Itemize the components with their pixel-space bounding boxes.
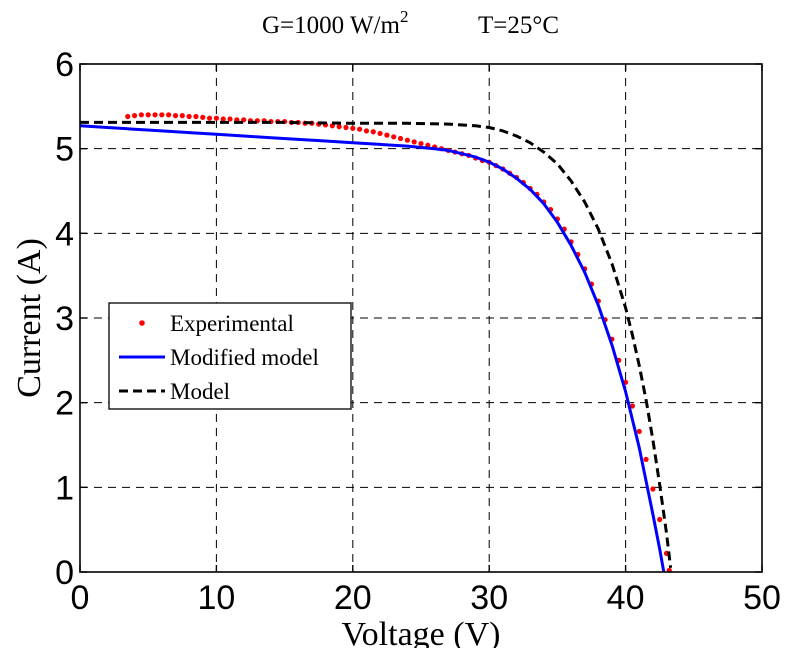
experimental-point-7 [172, 113, 179, 119]
chart-title: G=1000 W/m2 T=25°C [262, 7, 559, 39]
experimental-point-15 [227, 116, 233, 122]
experimental-point-13 [213, 115, 219, 121]
experimental-point-4 [152, 112, 158, 118]
experimental-point-76 [643, 456, 649, 462]
y-axis-label: Current (A) [11, 238, 48, 398]
experimental-point-78 [657, 516, 663, 523]
experimental-point-12 [206, 115, 213, 121]
series-model [80, 120, 673, 568]
x-tick-label-4: 40 [607, 579, 645, 617]
experimental-point-37 [377, 130, 383, 137]
experimental-point-33 [350, 125, 356, 131]
experimental-point-3 [145, 112, 151, 118]
y-tick-label-0: 0 [55, 554, 74, 592]
x-tick-label-2: 20 [334, 579, 372, 617]
experimental-point-77 [650, 486, 656, 492]
x-tick-label-5: 50 [743, 579, 781, 617]
experimental-point-39 [391, 134, 397, 140]
y-tick-label-4: 4 [55, 215, 74, 253]
experimental-point-8 [179, 113, 185, 119]
x-axis-label: Voltage (V) [342, 616, 501, 648]
series-line-1 [79, 124, 666, 573]
title-irradiance: G=1000 W/m [262, 12, 400, 39]
series-line-2 [80, 120, 673, 568]
x-tick-label-3: 30 [470, 579, 508, 617]
data-series [79, 112, 673, 573]
y-tick-label-2: 2 [55, 385, 74, 423]
legend: Experimental Modified model Model [108, 302, 352, 410]
experimental-point-42 [411, 139, 417, 145]
svg-text:G=1000 W/m2: G=1000 W/m2 [262, 7, 408, 39]
experimental-point-2 [138, 112, 144, 118]
y-tick-label-3: 3 [55, 300, 74, 338]
legend-label-0: Experimental [170, 311, 294, 336]
experimental-point-6 [166, 112, 172, 118]
title-temperature: T=25°C [478, 12, 559, 39]
y-tick-label-1: 1 [55, 469, 74, 507]
experimental-point-10 [193, 113, 199, 120]
legend-label-2: Model [170, 379, 230, 404]
experimental-point-43 [418, 140, 424, 147]
experimental-point-5 [159, 112, 165, 118]
experimental-point-40 [397, 135, 404, 142]
experimental-point-31 [336, 124, 342, 130]
legend-marker-0 [139, 320, 145, 326]
experimental-point-0 [125, 113, 131, 120]
experimental-point-34 [357, 126, 363, 132]
series-modified-model [79, 124, 666, 573]
experimental-point-38 [384, 132, 390, 138]
experimental-point-9 [186, 113, 192, 120]
title-superscript: 2 [400, 7, 409, 26]
experimental-point-35 [363, 128, 370, 134]
experimental-point-74 [629, 403, 636, 409]
experimental-point-32 [343, 124, 349, 131]
x-tick-label-1: 10 [197, 579, 235, 617]
experimental-point-75 [636, 428, 642, 435]
axis-ticks: 0 10 20 30 40 50 0 1 2 3 4 5 6 [55, 46, 781, 617]
y-tick-label-5: 5 [55, 131, 74, 169]
y-tick-label-6: 6 [55, 46, 74, 84]
experimental-point-36 [370, 129, 376, 135]
legend-label-1: Modified model [170, 345, 319, 370]
experimental-point-41 [404, 137, 410, 143]
x-tick-label-0: 0 [71, 579, 90, 617]
experimental-point-1 [131, 113, 138, 119]
experimental-point-14 [220, 116, 226, 122]
experimental-point-11 [200, 114, 206, 120]
